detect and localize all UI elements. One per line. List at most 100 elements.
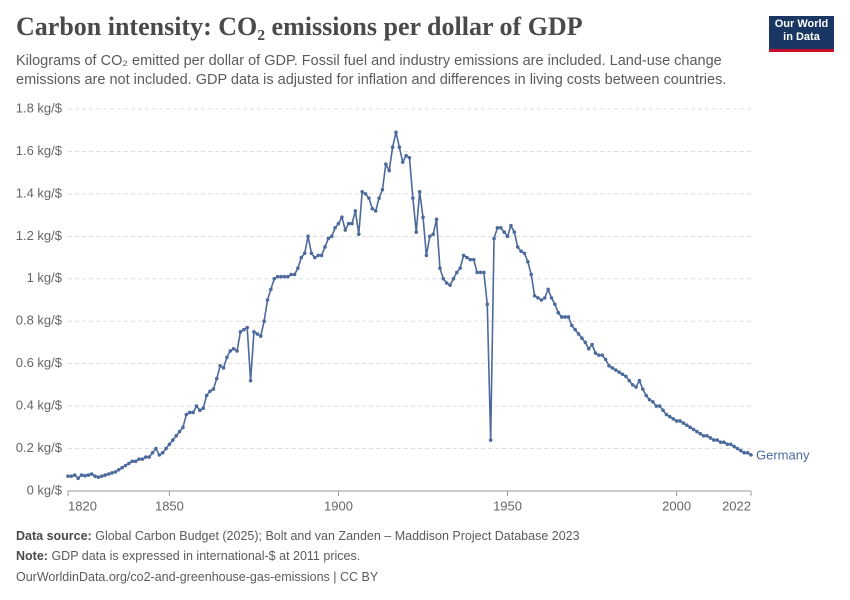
point <box>519 249 523 253</box>
point <box>160 451 165 455</box>
note-label: Note: <box>16 549 48 563</box>
point <box>559 315 564 319</box>
point <box>397 145 402 149</box>
point <box>427 234 432 239</box>
point <box>532 293 537 298</box>
url[interactable]: OurWorldinData.org/co2-and-greenhouse-ga… <box>16 570 379 584</box>
point <box>143 455 148 459</box>
point <box>603 357 608 362</box>
point <box>167 442 172 447</box>
point <box>69 474 74 478</box>
x-tick-label: 1850 <box>155 498 184 513</box>
point <box>302 251 307 256</box>
point <box>718 440 723 444</box>
point <box>404 153 408 158</box>
point <box>451 276 456 281</box>
point <box>725 442 730 447</box>
chart-title: Carbon intensity: CO₂ emissions per doll… <box>16 12 583 41</box>
point <box>336 221 341 226</box>
y-tick-label: 0 kg/$ <box>27 482 63 497</box>
point <box>390 145 395 149</box>
point <box>103 473 107 477</box>
point <box>181 425 185 430</box>
point <box>637 378 642 383</box>
point <box>204 393 209 398</box>
point <box>688 425 692 430</box>
point <box>258 334 263 338</box>
point <box>83 473 87 478</box>
point <box>475 270 479 275</box>
point <box>100 474 104 478</box>
point <box>424 253 429 258</box>
point <box>458 266 463 270</box>
point <box>306 234 310 239</box>
point <box>387 168 392 173</box>
x-tick-label: 2022 <box>722 498 751 513</box>
point <box>512 230 517 234</box>
point <box>657 404 662 408</box>
point <box>421 215 425 220</box>
point <box>120 465 124 470</box>
point <box>701 434 706 438</box>
point <box>438 266 442 270</box>
x-tick-label: 1820 <box>68 498 97 513</box>
point <box>329 234 334 239</box>
point <box>566 315 571 319</box>
point <box>353 209 358 213</box>
point <box>147 455 151 459</box>
x-tick-label: 1950 <box>493 498 522 513</box>
point <box>505 234 510 239</box>
point <box>150 451 155 455</box>
point <box>722 440 726 444</box>
point <box>235 349 239 353</box>
y-tick-label: 0.4 kg/$ <box>16 398 63 413</box>
source-label: Data source: <box>16 529 92 543</box>
point <box>340 215 344 220</box>
point <box>441 276 446 281</box>
point <box>529 272 534 277</box>
point <box>394 130 398 135</box>
point <box>607 363 611 368</box>
logo[interactable]: Our World in Data <box>769 16 834 52</box>
point <box>546 287 550 292</box>
chart: 0 kg/$ 0.2 kg/$ 0.4 kg/$ 0.6 kg/$ 0.8 kg/$ 1 … <box>16 100 810 513</box>
point <box>252 330 256 334</box>
point <box>211 387 216 391</box>
series-label: Germany <box>756 447 810 462</box>
point <box>448 283 452 287</box>
point <box>164 446 168 451</box>
y-tick-label: 1.2 kg/$ <box>16 228 63 243</box>
point <box>377 196 381 200</box>
point <box>539 298 544 302</box>
point <box>732 444 736 449</box>
point <box>742 451 747 455</box>
point <box>214 376 219 381</box>
point <box>515 245 520 249</box>
point <box>191 410 195 415</box>
y-tick-label: 0.8 kg/$ <box>16 313 63 328</box>
point <box>76 476 80 481</box>
point <box>326 236 331 241</box>
point <box>593 351 598 355</box>
note: GDP data is expressed in international-$… <box>51 549 361 563</box>
point <box>194 404 199 408</box>
point <box>691 427 696 432</box>
point <box>613 368 618 372</box>
point <box>66 474 70 478</box>
point <box>221 366 226 370</box>
point <box>647 397 652 402</box>
logo-line: in Data <box>783 31 820 43</box>
point <box>231 347 236 351</box>
point <box>654 404 659 408</box>
point <box>634 385 638 389</box>
point <box>712 438 716 442</box>
point <box>681 421 686 425</box>
point <box>89 472 94 476</box>
point <box>478 270 483 275</box>
point <box>198 408 202 413</box>
point <box>130 459 135 464</box>
point <box>137 457 141 461</box>
point <box>698 431 703 436</box>
point <box>431 232 435 237</box>
